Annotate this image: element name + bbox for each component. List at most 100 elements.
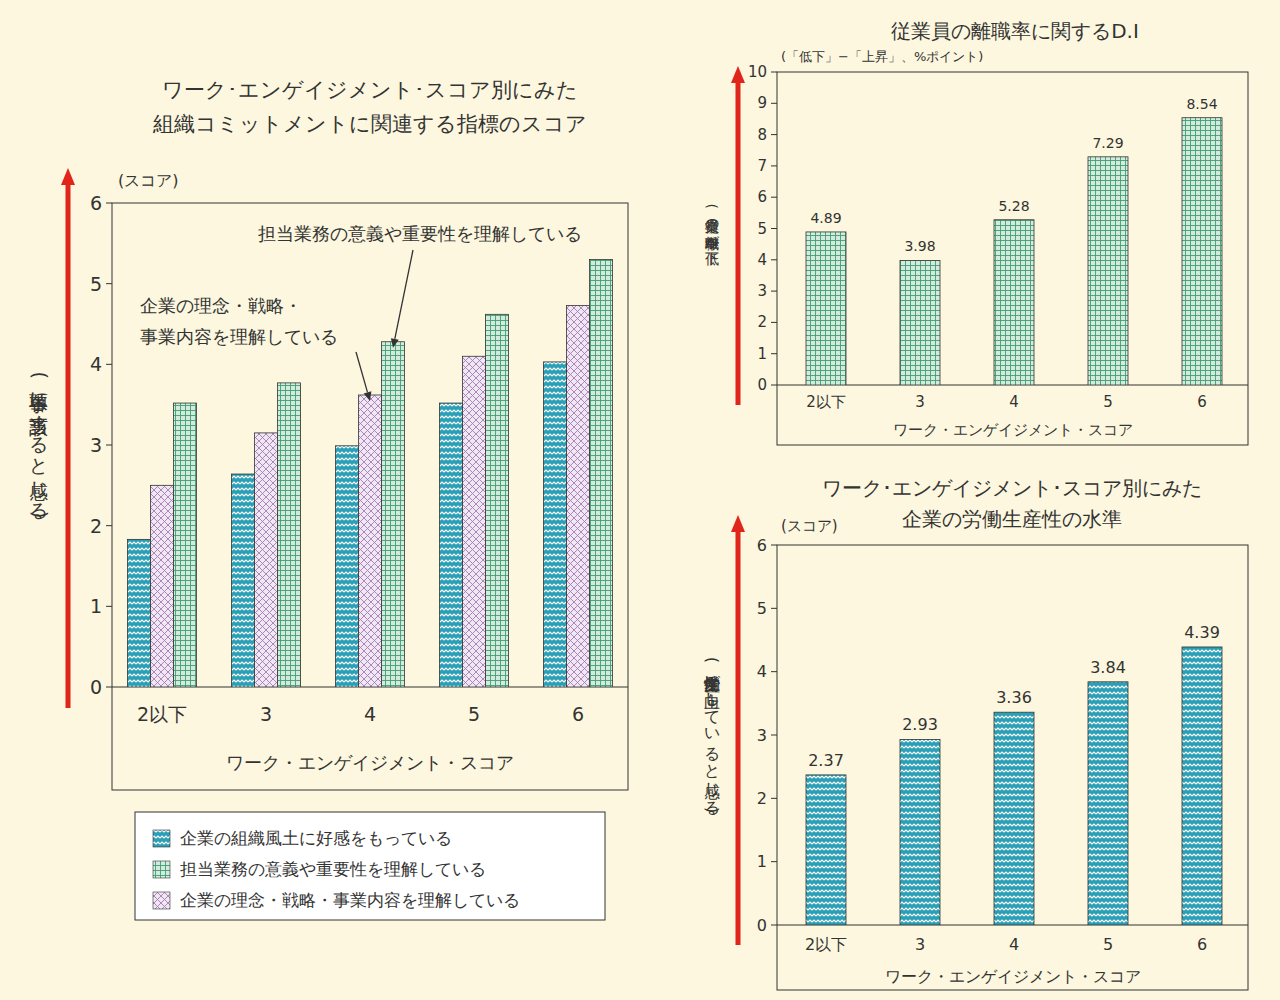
bars <box>806 118 1222 385</box>
data-label: 3.98 <box>904 238 935 254</box>
y-tick-label: 1 <box>757 852 767 871</box>
y-tick-label: 10 <box>748 63 767 81</box>
data-label: 2.93 <box>902 715 938 734</box>
chart-title: 組織コミットメントに関連する指標のスコア <box>152 112 587 136</box>
y-tick <box>771 608 777 609</box>
red-arrow-head <box>731 515 745 532</box>
y-tick <box>771 259 777 260</box>
y-tick <box>771 671 777 672</box>
bar <box>544 362 567 687</box>
x-tick-label: 4 <box>1009 935 1019 954</box>
x-tick-label: 4 <box>1009 393 1019 411</box>
plot-frame <box>777 72 1248 445</box>
x-axis-label: ワーク・エンゲイジメント・スコア <box>226 752 514 773</box>
y-tick-label: 0 <box>90 676 102 698</box>
y-tick <box>771 385 777 386</box>
y-tick <box>106 525 112 526</box>
y-tick <box>771 228 777 229</box>
legend-swatch <box>153 861 170 878</box>
bar <box>336 446 359 687</box>
bar <box>151 485 174 687</box>
y-axis-label: (各事項に該当すると感じる) <box>29 372 51 520</box>
chart-title: ワーク･エンゲイジメント･スコア別にみた <box>162 78 578 102</box>
x-tick-label: 6 <box>572 703 584 725</box>
data-label: 7.29 <box>1092 135 1123 151</box>
x-axis-label: ワーク・エンゲイジメント・スコア <box>893 421 1133 439</box>
legend-box <box>135 812 605 920</box>
x-tick-label: 6 <box>1197 393 1207 411</box>
y-tick <box>106 283 112 284</box>
legend-swatch <box>153 892 170 909</box>
x-tick-label: 3 <box>915 393 925 411</box>
y-tick-label: 0 <box>757 376 767 394</box>
y-tick <box>771 197 777 198</box>
bar <box>255 433 278 687</box>
y-tick-label: 4 <box>757 662 767 681</box>
y-tick <box>771 322 777 323</box>
x-tick-label: 2以下 <box>137 703 187 725</box>
data-label: 2.37 <box>808 751 844 770</box>
x-tick-label: 3 <box>260 703 272 725</box>
y-tick-label: 6 <box>90 192 102 214</box>
y-tick <box>771 72 777 73</box>
y-tick <box>771 925 777 926</box>
plot-frame <box>777 545 1248 990</box>
bar <box>994 712 1034 925</box>
chart-subtitle: (「低下」−「上昇」、%ポイント) <box>781 49 983 64</box>
y-tick-label: 4 <box>757 251 767 269</box>
y-tick-label: 3 <box>757 282 767 300</box>
bar <box>1088 682 1128 925</box>
y-tick <box>106 445 112 446</box>
legend-swatch <box>153 830 170 847</box>
chart-root: 01234562以下3456ワーク・エンゲイジメント・スコア(各事項に該当すると… <box>0 0 1280 1000</box>
annotation: 事業内容を理解している <box>140 326 338 347</box>
y-tick <box>771 291 777 292</box>
y-tick <box>771 798 777 799</box>
y-tick-label: 5 <box>90 273 102 295</box>
x-tick-label: 5 <box>468 703 480 725</box>
chart-title: 従業員の離職率に関するD.I <box>891 19 1139 43</box>
x-tick-label: 3 <box>915 935 925 954</box>
bar <box>567 305 590 687</box>
annotation: 企業の理念・戦略・ <box>140 295 302 316</box>
data-label: 5.28 <box>998 198 1029 214</box>
chart-title: 企業の労働生産性の水準 <box>902 507 1122 531</box>
red-arrow-shaft <box>736 82 741 405</box>
y-tick-label: 1 <box>90 595 102 617</box>
annotation-arrow-head <box>391 338 399 348</box>
bar <box>994 220 1034 385</box>
annotation-arrow <box>395 250 413 339</box>
y-axis-label: (労働生産性が向上していると感じる) <box>703 657 722 815</box>
y-tick <box>771 103 777 104</box>
legend-label: 担当業務の意義や重要性を理解している <box>180 859 486 879</box>
bar <box>590 259 613 687</box>
bar <box>486 314 509 687</box>
y-tick <box>106 364 112 365</box>
data-label: 8.54 <box>1186 96 1217 112</box>
bar <box>806 232 846 385</box>
bar <box>278 383 301 687</box>
y-tick-label: 6 <box>757 536 767 555</box>
bar <box>232 474 255 687</box>
bar <box>900 260 940 385</box>
bar <box>128 539 151 687</box>
bars <box>806 647 1222 925</box>
legend-label: 企業の組織風土に好感をもっている <box>180 828 452 848</box>
y-tick-label: 3 <box>757 726 767 745</box>
y-tick-label: 5 <box>757 599 767 618</box>
x-axis-label: ワーク・エンゲイジメント・スコア <box>885 967 1141 986</box>
bar <box>1088 157 1128 385</box>
red-arrow-head <box>731 66 745 83</box>
data-label: 4.89 <box>810 210 841 226</box>
bar <box>382 342 405 687</box>
unit-label: (スコア) <box>118 171 178 190</box>
chart-title: ワーク･エンゲイジメント･スコア別にみた <box>822 476 1202 500</box>
unit-label: (スコア) <box>781 517 838 535</box>
x-tick-label: 4 <box>364 703 376 725</box>
y-tick-label: 4 <box>90 353 102 375</box>
bar <box>440 403 463 687</box>
data-label: 3.84 <box>1090 658 1126 677</box>
y-tick-label: 9 <box>757 94 767 112</box>
y-tick <box>106 687 112 688</box>
annotation-arrow <box>356 352 368 392</box>
